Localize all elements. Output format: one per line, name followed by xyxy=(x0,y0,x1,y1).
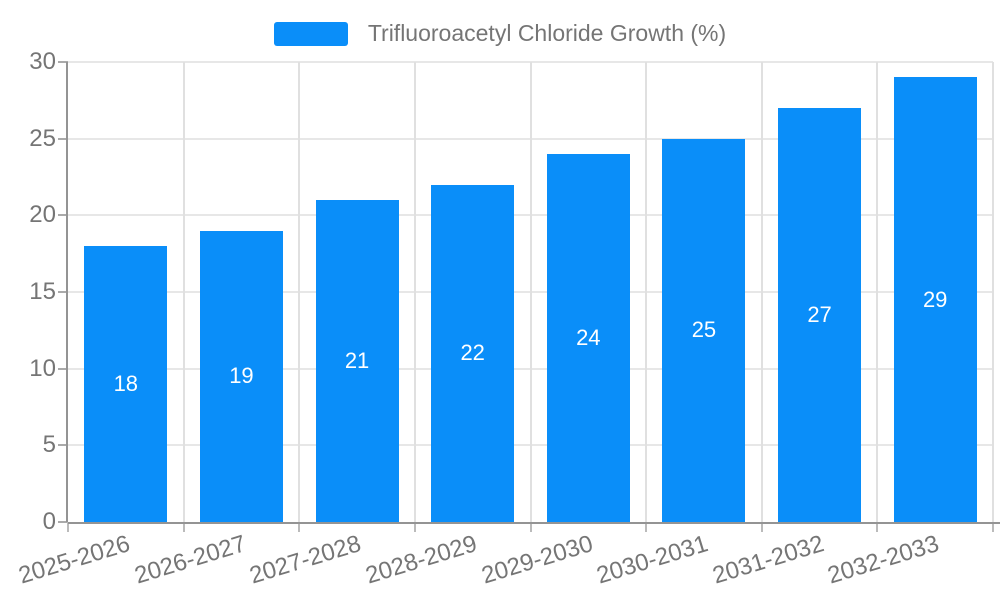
x-axis-category-label: 2027-2028 xyxy=(246,530,365,590)
bar-value-label: 29 xyxy=(922,286,948,312)
y-axis-tick-label: 20 xyxy=(29,201,56,229)
y-axis-tick xyxy=(58,61,68,63)
y-axis-tick xyxy=(58,137,68,140)
x-axis-category-label: 2029-2030 xyxy=(477,530,596,590)
x-axis-line xyxy=(68,522,1000,524)
y-axis-tick xyxy=(58,444,68,447)
x-axis-tick xyxy=(760,522,763,532)
bar-value-label: 25 xyxy=(691,317,717,343)
bar[interactable] xyxy=(431,184,515,522)
bar[interactable] xyxy=(84,246,168,522)
x-axis-tick xyxy=(67,522,69,532)
y-axis-tick-label: 5 xyxy=(42,431,56,459)
y-axis-tick-label: 25 xyxy=(29,124,56,152)
x-axis-tick xyxy=(876,522,879,532)
bar-value-label: 22 xyxy=(460,340,485,366)
bar-value-label: 19 xyxy=(229,363,254,389)
x-axis-tick xyxy=(992,522,994,532)
x-axis-category-label: 2030-2031 xyxy=(593,530,712,590)
x-axis-category-label: 2026-2027 xyxy=(131,530,249,590)
x-axis-tick xyxy=(182,522,185,532)
x-axis-tick xyxy=(645,522,648,532)
y-axis-tick xyxy=(58,291,68,293)
x-axis-category-label: 2031-2032 xyxy=(709,530,827,590)
x-gridline xyxy=(992,62,994,522)
y-axis-tick-label: 0 xyxy=(42,508,56,535)
bar-value-label: 27 xyxy=(807,302,832,327)
y-axis-tick-label: 15 xyxy=(29,278,56,305)
y-axis-tick xyxy=(58,367,68,370)
x-gridline xyxy=(182,62,185,522)
bar[interactable] xyxy=(199,230,283,522)
x-gridline xyxy=(645,62,648,522)
bar[interactable] xyxy=(315,200,399,522)
bar[interactable] xyxy=(662,138,746,522)
x-axis-category-label: 2025-2026 xyxy=(15,530,134,590)
y-axis-tick xyxy=(58,521,68,523)
bar[interactable] xyxy=(546,154,630,522)
x-axis-category-label: 2028-2029 xyxy=(362,530,480,590)
x-axis-tick xyxy=(413,522,416,532)
y-axis-line xyxy=(66,62,68,522)
x-gridline xyxy=(298,62,301,522)
y-axis-tick-label: 10 xyxy=(29,354,56,382)
x-axis-tick xyxy=(298,522,301,532)
bar-value-label: 18 xyxy=(113,371,139,396)
legend-swatch-icon xyxy=(273,21,348,46)
x-gridline xyxy=(876,62,879,522)
x-gridline xyxy=(413,62,416,522)
bar[interactable] xyxy=(778,108,862,522)
bar-value-label: 21 xyxy=(344,348,370,373)
x-axis-tick xyxy=(529,522,532,532)
legend-label: Trifluoroacetyl Chloride Growth (%) xyxy=(367,20,727,46)
bar-value-label: 24 xyxy=(576,325,601,350)
legend-item[interactable]: Trifluoroacetyl Chloride Growth (%) xyxy=(0,20,1000,47)
y-axis-tick-label: 30 xyxy=(29,48,56,75)
bar[interactable] xyxy=(893,77,977,522)
x-gridline xyxy=(529,62,532,522)
x-axis-category-label: 2032-2033 xyxy=(824,530,943,590)
y-axis-tick xyxy=(58,214,68,217)
x-gridline xyxy=(760,62,763,522)
